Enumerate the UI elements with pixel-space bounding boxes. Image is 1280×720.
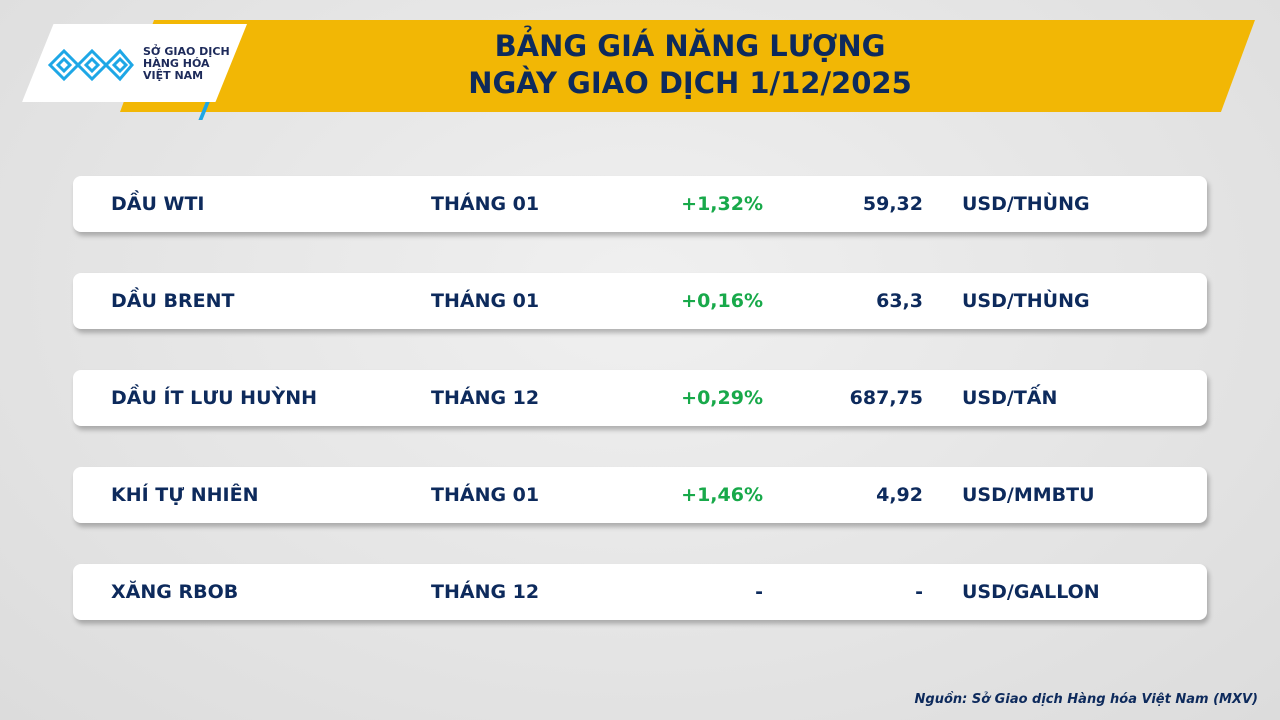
table-row: XĂNG RBOB THÁNG 12 - - USD/GALLON — [73, 564, 1207, 620]
price: 63,3 — [876, 290, 923, 312]
commodity-name: DẦU WTI — [111, 193, 205, 215]
contract-month: THÁNG 01 — [431, 484, 540, 506]
table-row: DẦU WTI THÁNG 01 +1,32% 59,32 USD/THÙNG — [73, 176, 1207, 232]
contract-month: THÁNG 01 — [431, 193, 540, 215]
header-banner — [120, 20, 1255, 112]
unit: USD/THÙNG — [962, 290, 1090, 312]
unit: USD/MMBTU — [962, 484, 1095, 506]
change-percent: +0,29% — [681, 387, 763, 409]
change-percent: +1,32% — [681, 193, 763, 215]
title-line-1: BẢNG GIÁ NĂNG LƯỢNG — [494, 29, 886, 63]
table-row: KHÍ TỰ NHIÊN THÁNG 01 +1,46% 4,92 USD/MMBTU — [73, 467, 1207, 523]
table-row: DẦU BRENT THÁNG 01 +0,16% 63,3 USD/THÙNG — [73, 273, 1207, 329]
source-note: Nguồn: Sở Giao dịch Hàng hóa Việt Nam (M… — [914, 692, 1258, 707]
contract-month: THÁNG 12 — [431, 387, 540, 409]
logo-line: SỞ GIAO DỊCH — [143, 45, 230, 58]
change-percent: +1,46% — [681, 484, 763, 506]
contract-month: THÁNG 01 — [431, 290, 540, 312]
price: 4,92 — [876, 484, 923, 506]
change-percent: +0,16% — [681, 290, 763, 312]
logo-text: SỞ GIAO DỊCH HÀNG HÓA VIỆT NAM — [143, 46, 230, 82]
page-title: BẢNG GIÁ NĂNG LƯỢNG NGÀY GIAO DỊCH 1/12/… — [300, 28, 1080, 102]
commodity-name: KHÍ TỰ NHIÊN — [111, 484, 259, 506]
title-line-2: NGÀY GIAO DỊCH 1/12/2025 — [468, 66, 912, 100]
change-percent: - — [755, 581, 763, 603]
unit: USD/GALLON — [962, 581, 1100, 603]
logo-mark-icon — [48, 48, 134, 82]
commodity-name: DẦU ÍT LƯU HUỲNH — [111, 387, 318, 409]
contract-month: THÁNG 12 — [431, 581, 540, 603]
commodity-name: DẦU BRENT — [111, 290, 235, 312]
logo-line: HÀNG HÓA — [143, 57, 210, 70]
unit: USD/TẤN — [962, 387, 1058, 409]
commodity-name: XĂNG RBOB — [111, 581, 239, 603]
logo-line: VIỆT NAM — [143, 69, 204, 82]
unit: USD/THÙNG — [962, 193, 1090, 215]
table-row: DẦU ÍT LƯU HUỲNH THÁNG 12 +0,29% 687,75 USD/… — [73, 370, 1207, 426]
price: - — [915, 581, 923, 603]
price: 59,32 — [862, 193, 923, 215]
price: 687,75 — [849, 387, 923, 409]
